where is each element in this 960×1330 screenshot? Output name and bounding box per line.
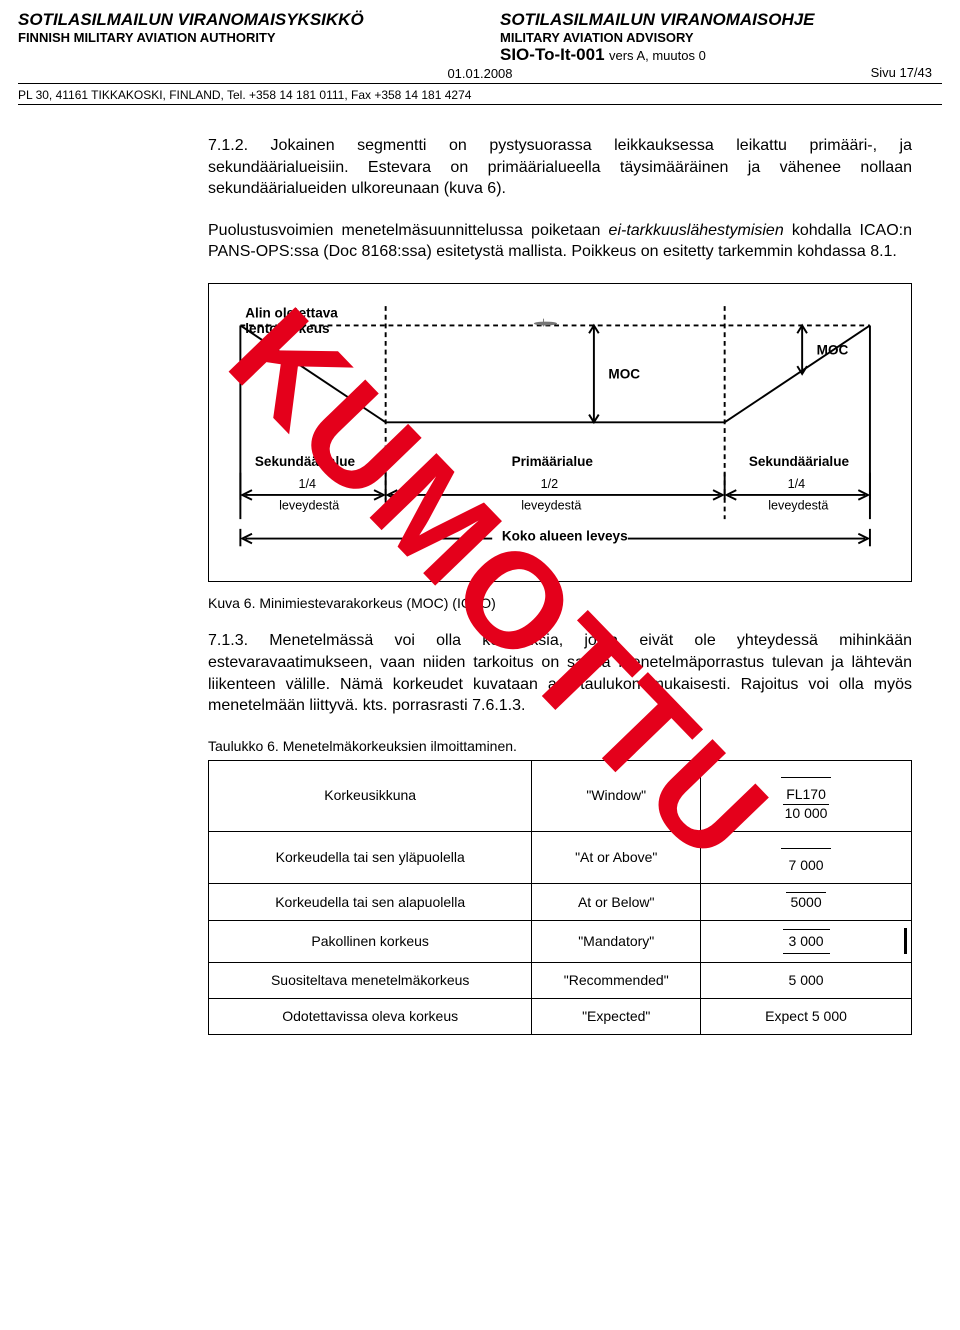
paragraph-note: Puolustusvoimien menetelmäsuunnittelussa… xyxy=(208,220,912,263)
svg-text:leveydestä: leveydestä xyxy=(521,498,581,512)
cell-label: Suositeltava menetelmäkorkeus xyxy=(209,962,532,998)
cell-value: 5 000 xyxy=(701,962,912,998)
table-row: Korkeudella tai sen alapuolella At or Be… xyxy=(209,884,912,921)
doc-title-en: MILITARY AVIATION ADVISORY xyxy=(500,30,942,45)
svg-text:Sekundäärialue: Sekundäärialue xyxy=(749,454,850,469)
org-address: PL 30, 41161 TIKKAKOSKI, FINLAND, Tel. +… xyxy=(18,88,942,102)
figure-6: MOC MOC Alin oletettava lentokorkeus Sek… xyxy=(208,283,912,582)
cell-value: 7 000 xyxy=(701,831,912,883)
table-row: Korkeusikkuna "Window" FL170 10 000 xyxy=(209,760,912,831)
svg-text:MOC: MOC xyxy=(608,367,640,382)
cell-label: Pakollinen korkeus xyxy=(209,920,532,962)
cell-value: 5000 xyxy=(701,884,912,921)
figure-6-svg: MOC MOC Alin oletettava lentokorkeus Sek… xyxy=(221,302,899,562)
svg-text:lentokorkeus: lentokorkeus xyxy=(245,321,329,336)
doc-id: SIO-To-It-001 xyxy=(500,45,605,64)
change-bar-icon xyxy=(904,928,907,954)
cell-code: At or Below" xyxy=(532,884,701,921)
table-row: Odotettavissa oleva korkeus "Expected" E… xyxy=(209,998,912,1034)
cell-code: "Window" xyxy=(532,760,701,831)
cell-code: "Recommended" xyxy=(532,962,701,998)
svg-text:leveydestä: leveydestä xyxy=(768,498,828,512)
doc-title-fi: SOTILASILMAILUN VIRANOMAISOHJE xyxy=(500,10,942,30)
paragraph-712: 7.1.2. Jokainen segmentti on pystysuoras… xyxy=(208,135,912,200)
cell-label: Korkeusikkuna xyxy=(209,760,532,831)
note-italic: ei-tarkkuuslähestymisien xyxy=(609,222,784,239)
table-row: Suositeltava menetelmäkorkeus "Recommend… xyxy=(209,962,912,998)
cell-value: Expect 5 000 xyxy=(701,998,912,1034)
cell-code: "Expected" xyxy=(532,998,701,1034)
paragraph-713: 7.1.3. Menetelmässä voi olla korkeuksia,… xyxy=(208,630,912,716)
org-name-fi: SOTILASILMAILUN VIRANOMAISYKSIKKÖ xyxy=(18,10,460,30)
cell-code: "Mandatory" xyxy=(532,920,701,962)
table-6: Korkeusikkuna "Window" FL170 10 000 Kork… xyxy=(208,760,912,1035)
page-number: Sivu 17/43 xyxy=(500,65,942,80)
cell-value: 3 000 xyxy=(701,920,912,962)
cell-label: Korkeudella tai sen yläpuolella xyxy=(209,831,532,883)
svg-text:Primäärialue: Primäärialue xyxy=(512,454,594,469)
table-row: Pakollinen korkeus "Mandatory" 3 000 xyxy=(209,920,912,962)
svg-text:1/2: 1/2 xyxy=(541,477,559,491)
cell-label: Korkeudella tai sen alapuolella xyxy=(209,884,532,921)
cell-value: FL170 10 000 xyxy=(701,760,912,831)
header-divider xyxy=(18,83,942,84)
svg-text:Koko alueen leveys: Koko alueen leveys xyxy=(502,528,628,543)
cell-label: Odotettavissa oleva korkeus xyxy=(209,998,532,1034)
note-pre: Puolustusvoimien menetelmäsuunnittelussa… xyxy=(208,222,609,239)
doc-version: vers A, muutos 0 xyxy=(609,48,706,63)
org-name-en: FINNISH MILITARY AVIATION AUTHORITY xyxy=(18,30,460,45)
svg-text:MOC: MOC xyxy=(817,342,849,357)
svg-text:1/4: 1/4 xyxy=(788,477,806,491)
table-row: Korkeudella tai sen yläpuolella "At or A… xyxy=(209,831,912,883)
header-divider-2 xyxy=(18,104,942,105)
figure-6-caption: Kuva 6. Minimiestevarakorkeus (MOC) (ICA… xyxy=(208,594,912,613)
cell-code: "At or Above" xyxy=(532,831,701,883)
svg-text:1/4: 1/4 xyxy=(298,477,316,491)
table-6-caption: Taulukko 6. Menetelmäkorkeuksien ilmoitt… xyxy=(208,737,912,756)
svg-text:Sekundäärialue: Sekundäärialue xyxy=(255,454,356,469)
svg-text:Alin oletettava: Alin oletettava xyxy=(245,306,338,321)
svg-text:leveydestä: leveydestä xyxy=(279,498,339,512)
